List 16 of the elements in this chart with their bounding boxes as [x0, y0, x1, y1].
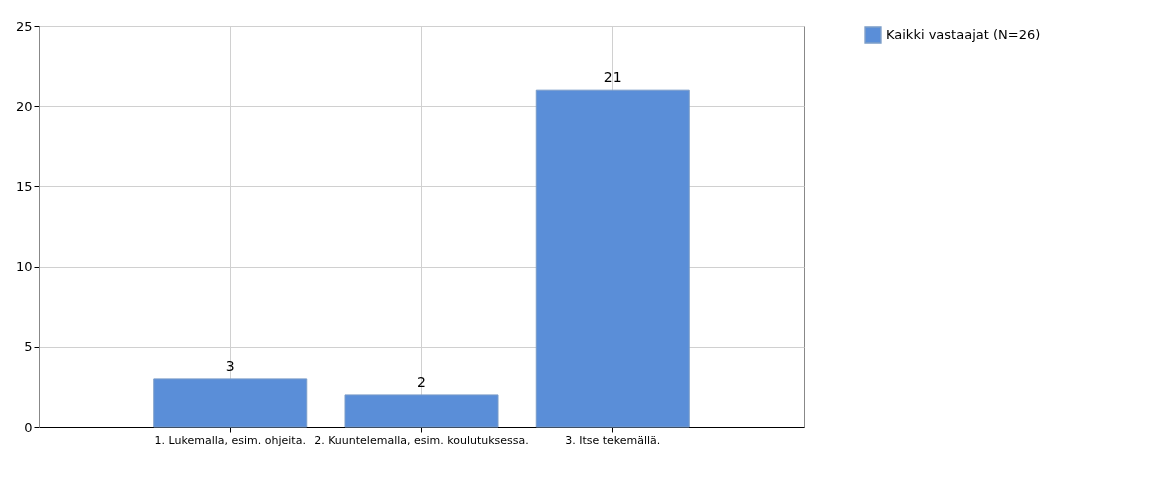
x-tick-label: 1. Lukemalla, esim. ohjeita.: [154, 433, 306, 447]
x-tick-label: 2. Kuuntelemalla, esim. koulutuksessa.: [314, 433, 529, 447]
y-tick-label: 5: [24, 339, 33, 355]
bar: [153, 378, 308, 428]
data-label: 21: [603, 69, 622, 86]
y-tick-label: 25: [15, 18, 33, 34]
y-tick-label: 0: [24, 419, 33, 435]
bar: [535, 89, 690, 428]
x-tick-label: 3. Itse tekemällä.: [565, 433, 661, 447]
data-label: 3: [225, 357, 235, 374]
y-tick-label: 10: [15, 259, 33, 275]
data-label: 2: [417, 373, 426, 390]
y-tick-label: 20: [15, 98, 33, 114]
y-tick-label: 15: [15, 178, 33, 194]
bar: [344, 394, 499, 428]
legend-label: Kaikki vastaajat (N=26): [886, 27, 1041, 42]
